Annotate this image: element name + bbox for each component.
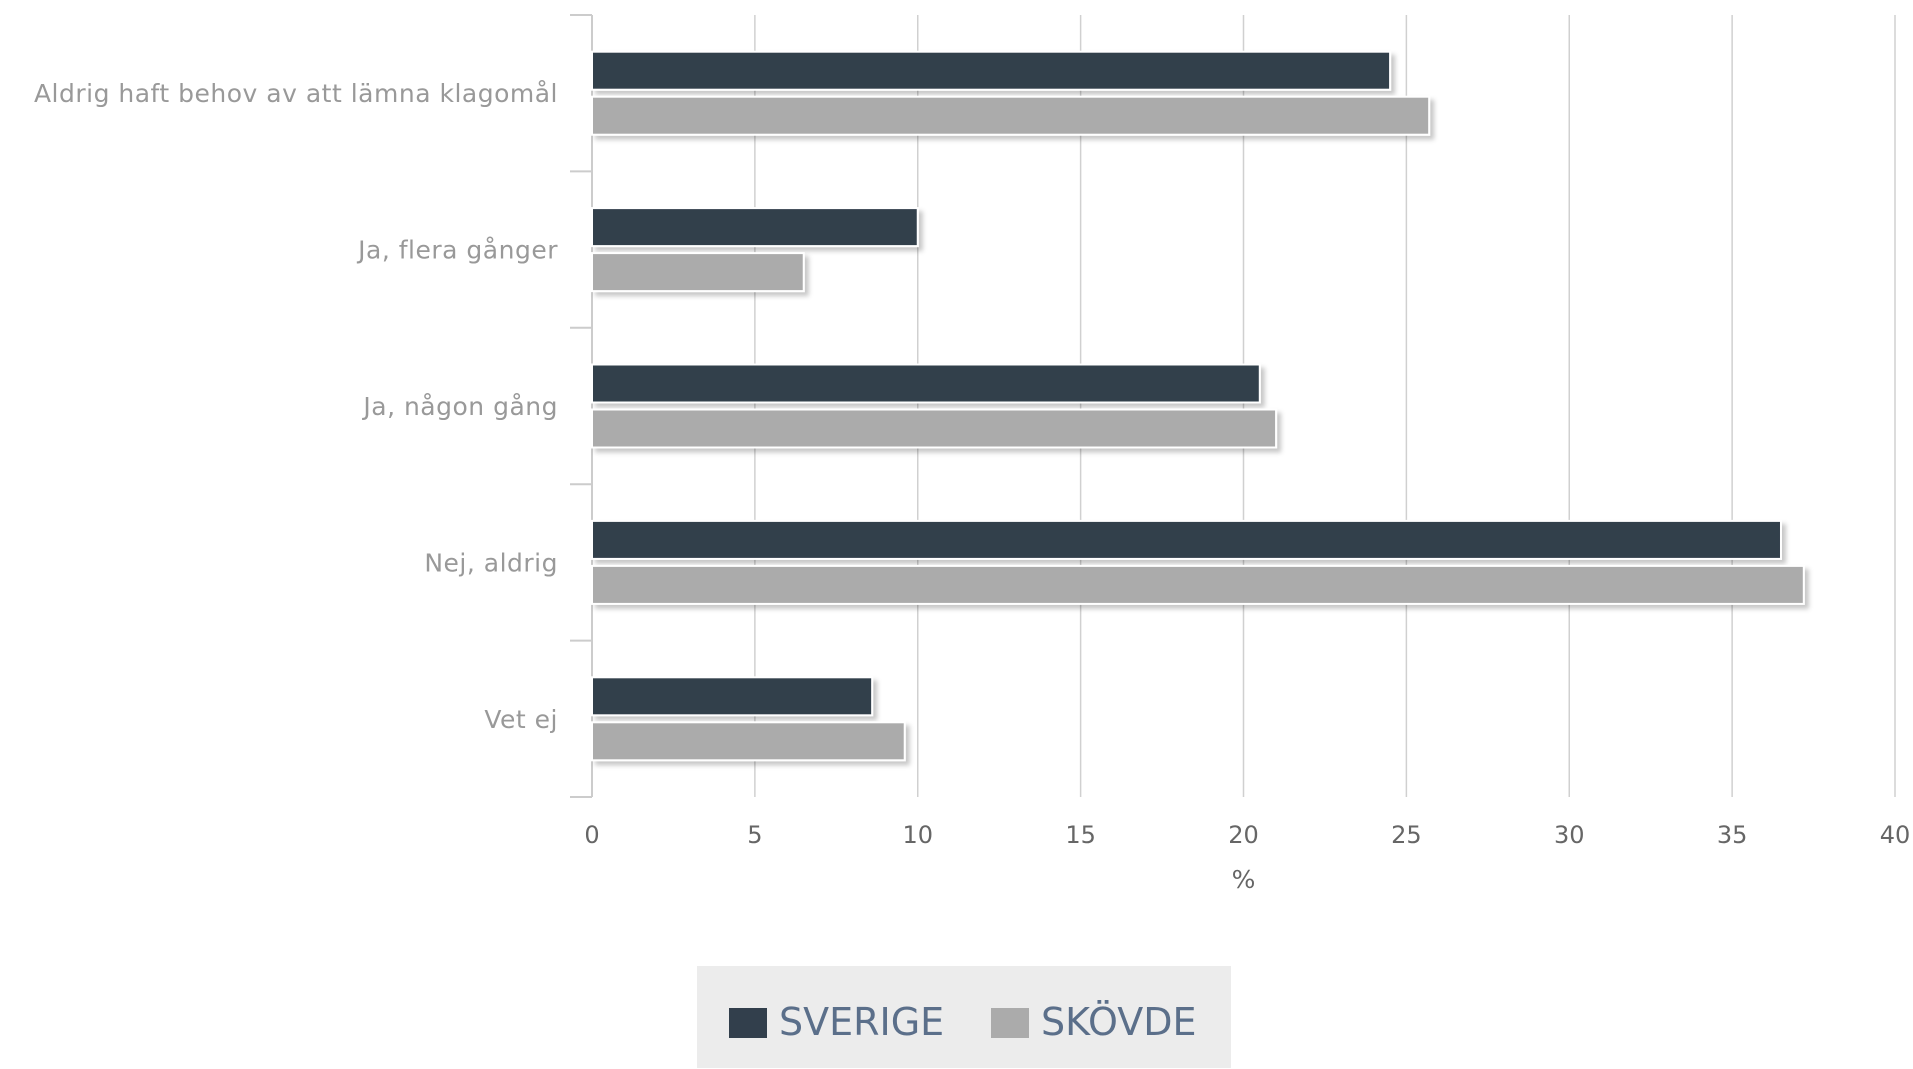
bar-skövde-0 — [591, 95, 1431, 136]
legend-background — [697, 966, 1231, 1068]
legend-label-skövde: SKÖVDE — [1041, 1000, 1196, 1044]
legend-swatch-skövde — [991, 1008, 1029, 1038]
category-axis — [570, 14, 593, 798]
category-label: Nej, aldrig — [424, 548, 558, 577]
legend: SVERIGE SKÖVDE — [697, 966, 1231, 1068]
bar-sverige-1 — [591, 207, 919, 248]
x-tick-label: 15 — [1065, 821, 1096, 849]
x-tick-label: 20 — [1228, 821, 1259, 849]
x-tick-label: 30 — [1554, 821, 1585, 849]
grid-lines — [754, 15, 1896, 797]
x-tick-label: 40 — [1880, 821, 1911, 849]
legend-swatch-sverige — [729, 1008, 767, 1038]
bars — [591, 50, 1805, 762]
category-label: Ja, flera gånger — [356, 236, 558, 265]
x-tick-labels: 0 5 10 15 20 25 30 35 40 — [584, 821, 1910, 849]
bar-sverige-2 — [591, 363, 1261, 404]
bar-skövde-1 — [591, 252, 805, 293]
category-label: Vet ej — [484, 705, 558, 734]
legend-label-sverige: SVERIGE — [779, 1000, 944, 1044]
bar-sverige-3 — [591, 519, 1782, 560]
category-label: Ja, någon gång — [361, 392, 558, 421]
bar-sverige-4 — [591, 676, 874, 717]
x-tick-label: 25 — [1391, 821, 1422, 849]
bar-sverige-0 — [591, 50, 1392, 91]
bar-skövde-3 — [591, 564, 1805, 605]
category-label: Aldrig haft behov av att lämna klagomål — [34, 79, 558, 108]
x-tick-label: 5 — [747, 821, 762, 849]
x-tick-label: 0 — [584, 821, 599, 849]
bar-skövde-2 — [591, 408, 1278, 449]
x-axis-title: % — [1232, 865, 1256, 894]
x-tick-label: 35 — [1717, 821, 1748, 849]
category-labels: Aldrig haft behov av att lämna klagomål J… — [34, 79, 558, 734]
x-tick-label: 10 — [902, 821, 933, 849]
bar-skövde-4 — [591, 721, 906, 762]
